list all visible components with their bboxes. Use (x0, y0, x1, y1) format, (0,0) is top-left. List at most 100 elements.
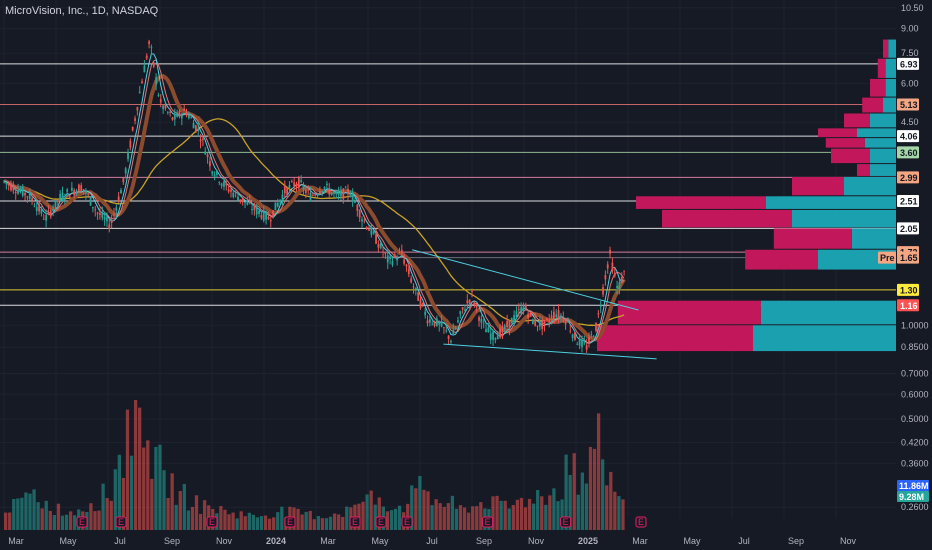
earnings-marker-label: E (287, 517, 293, 527)
candle-body (335, 191, 338, 194)
candle-body (527, 313, 530, 319)
candle-body (288, 184, 291, 188)
candle-body (155, 77, 157, 84)
candle-body (482, 322, 485, 324)
candle-body (370, 227, 373, 235)
candle-body (124, 168, 127, 174)
earnings-marker-label: E (352, 517, 358, 527)
time-tick-label: 2024 (266, 536, 286, 546)
candle-body (485, 329, 487, 333)
volume-bar (93, 511, 97, 530)
volume-bar (450, 495, 455, 530)
volume-bar (101, 483, 105, 530)
candle-body (297, 177, 300, 189)
candle-body (368, 229, 370, 231)
volume-bar (64, 514, 69, 530)
candle-body (321, 191, 324, 193)
candle-body (349, 195, 352, 197)
volume-bar (105, 498, 109, 530)
candle-body (450, 340, 452, 343)
price-tag (897, 251, 919, 264)
price-tick-label: 0.7000 (901, 368, 929, 378)
candle-body (447, 335, 450, 339)
profile-bar-up (864, 138, 896, 148)
candle-body (459, 311, 462, 315)
time-tick-label: May (59, 536, 77, 546)
volume-bar (231, 512, 235, 530)
candle-body (293, 182, 296, 187)
candle-body (316, 194, 319, 196)
candle-body (386, 255, 389, 263)
profile-bar-up (888, 39, 896, 58)
volume-bar (430, 505, 434, 530)
candle-body (382, 251, 384, 253)
candle-body (220, 183, 223, 186)
candle-body (613, 273, 616, 277)
candle-body (218, 182, 221, 184)
volume-bar (446, 503, 450, 530)
candle-body (583, 342, 586, 344)
candle-body (421, 302, 424, 306)
candle-body (279, 199, 282, 203)
candle-body (620, 276, 623, 284)
price-tag (897, 98, 919, 111)
candle-body (489, 333, 492, 340)
profile-bar-up (870, 148, 896, 164)
price-axis[interactable]: 10.50 9.00 7.50 6.00 4.50 1.0000 0.8500 0.7000 0… (901, 3, 929, 512)
profile-bar-up (885, 78, 896, 97)
candle-body (503, 325, 506, 329)
candle-body (538, 320, 541, 327)
volume-bar (503, 500, 507, 530)
candle-body (517, 309, 520, 311)
volume-tag (897, 480, 929, 491)
candle-body (286, 187, 289, 195)
candle-body (127, 152, 129, 160)
profile-bar-down (831, 148, 870, 164)
candle-body (12, 185, 15, 191)
candle-body (340, 190, 342, 196)
candle-body (223, 181, 225, 187)
volume-bar (491, 496, 495, 530)
profile-bar-down (745, 249, 818, 270)
volume-bar (60, 515, 65, 530)
profile-bar-down (825, 138, 865, 148)
candle-body (108, 224, 111, 229)
candle-body (258, 210, 260, 214)
volume-bar (36, 502, 40, 530)
candle-body (54, 199, 57, 208)
candle-body (311, 195, 314, 196)
profile-bar-up (857, 128, 896, 138)
candle-body (457, 320, 459, 323)
candle-body (545, 318, 548, 321)
volume-bar (596, 413, 601, 530)
candle-body (101, 212, 104, 218)
time-axis[interactable]: Mar May Jul Sep Nov 2024 Mar May Jul Sep Nov 2025 Ma… (8, 536, 856, 546)
ma-ribbon (3, 73, 626, 342)
volume-tag (897, 491, 929, 502)
candle-body (113, 213, 115, 215)
candle-body (230, 189, 232, 192)
price-tag-label: 1.65 (900, 253, 918, 263)
profile-bar-up (870, 164, 896, 176)
profile-bar-up (766, 196, 896, 209)
candle-body (522, 306, 525, 311)
profile-bar-up (883, 97, 896, 113)
volume-bar (580, 472, 584, 530)
volume-bar (133, 400, 138, 530)
candle-body (595, 322, 597, 332)
volume-bar (48, 510, 52, 530)
candle-body (319, 191, 321, 194)
candle-body (17, 190, 19, 194)
volume-bar (296, 508, 300, 530)
candle-body (239, 199, 242, 201)
candle-body (351, 193, 354, 202)
candle-body (571, 334, 574, 339)
candle-body (134, 118, 136, 121)
candle-body (56, 200, 59, 202)
candle-body (171, 117, 174, 120)
candle-body (347, 188, 349, 195)
volume-bar (523, 507, 528, 530)
time-tick-label: Jul (738, 536, 750, 546)
